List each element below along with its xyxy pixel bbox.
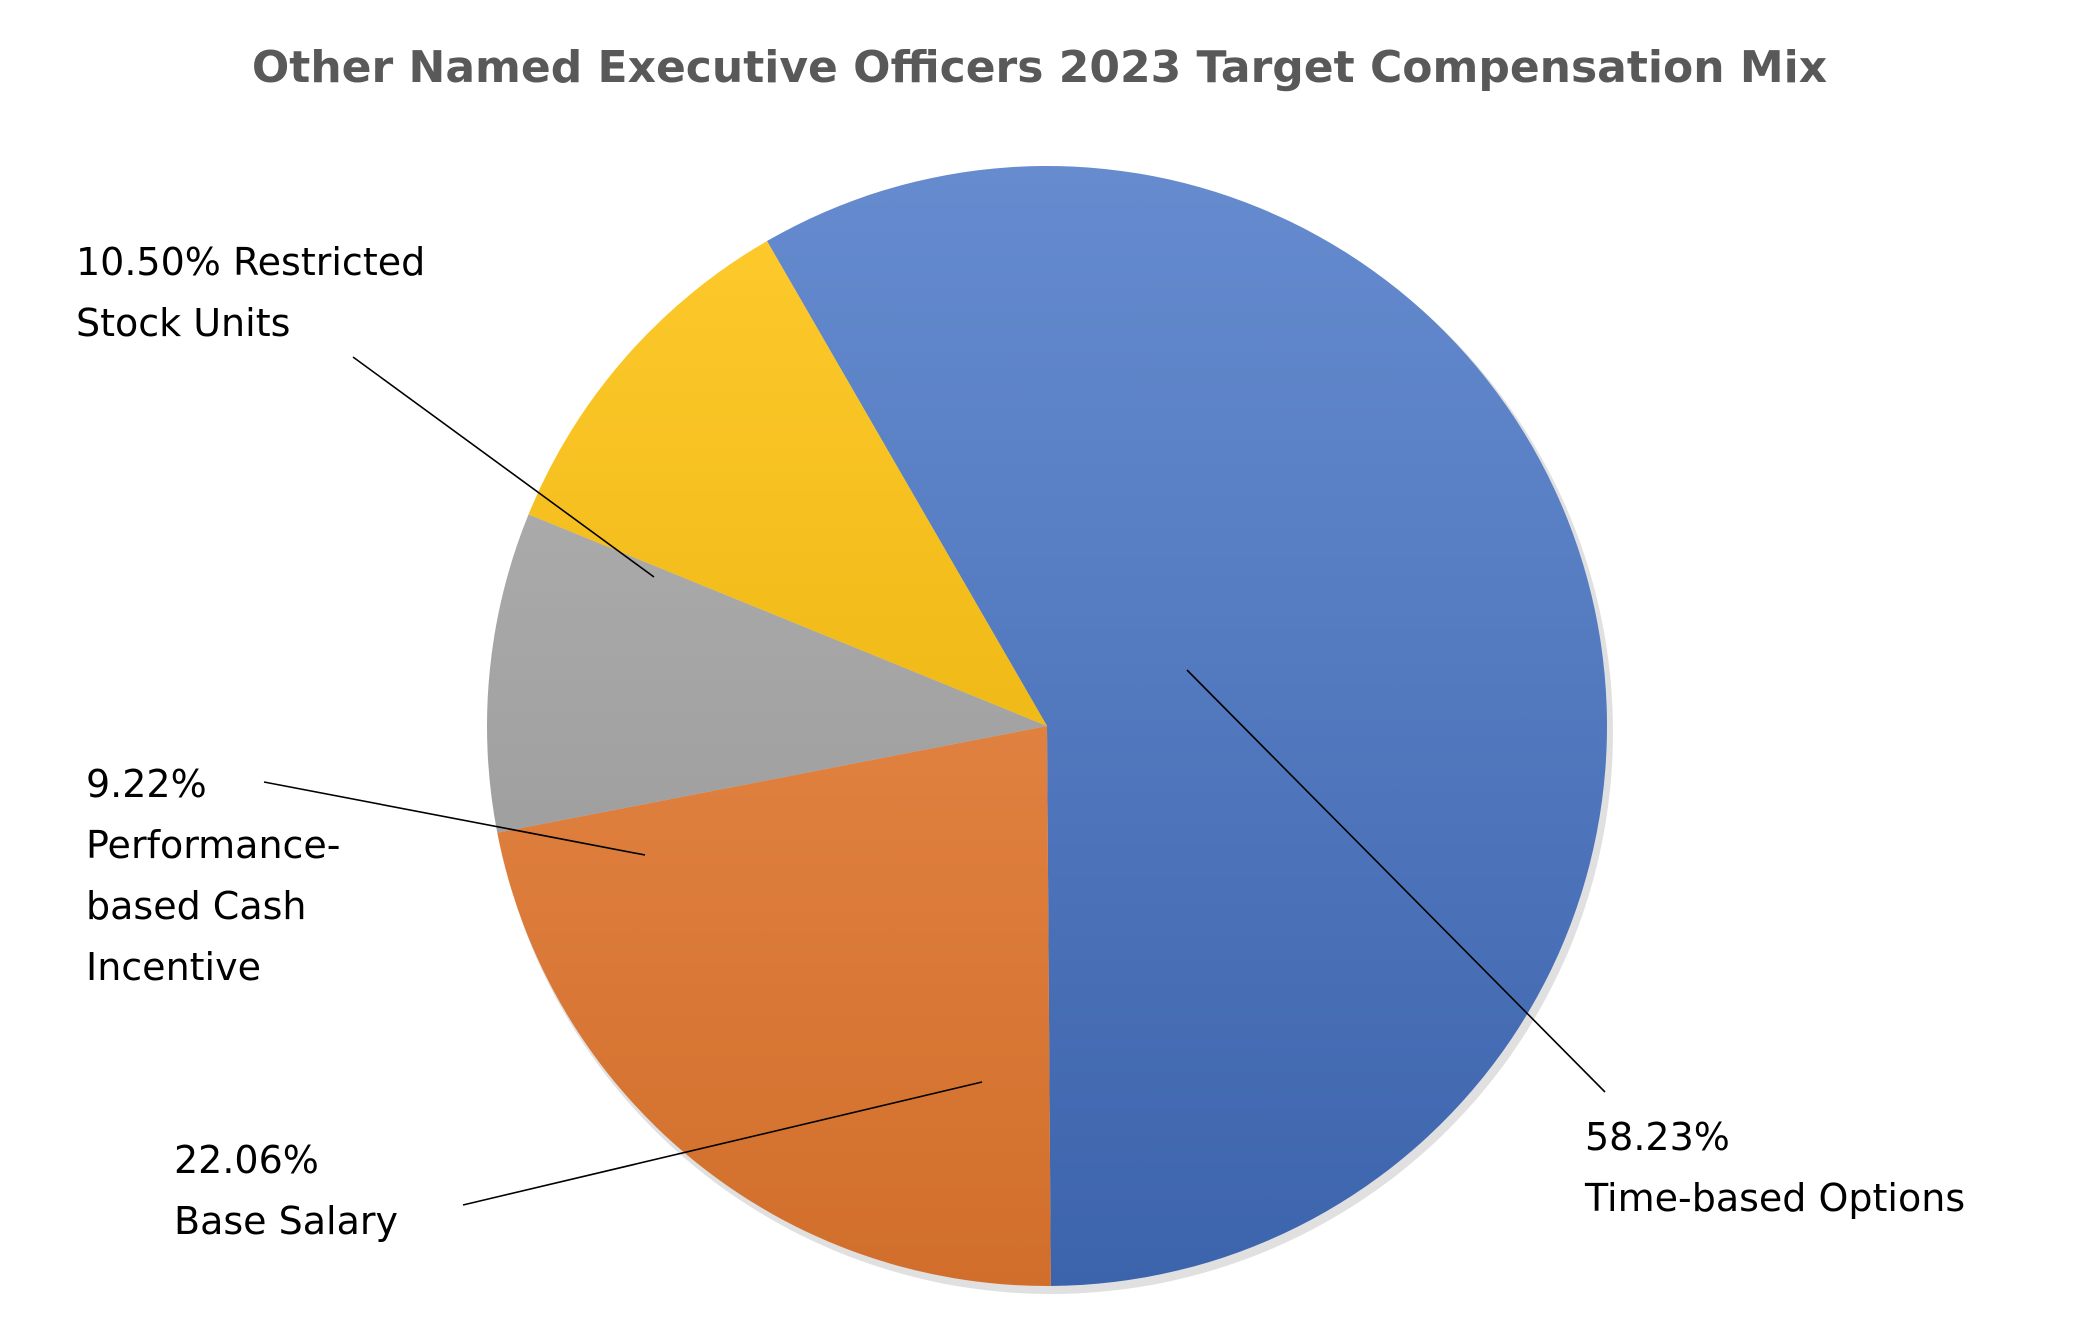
chart-title: Other Named Executive Officers 2023 Targ… xyxy=(251,42,1828,93)
data-label: 22.06% Base Salary xyxy=(174,1138,398,1243)
data-labels: 58.23% Time-based Options 22.06% Base Salar… xyxy=(76,240,1965,1243)
pie-slice-restricted-stock-units xyxy=(528,241,1047,727)
leader-line xyxy=(462,1081,983,1206)
pie-slice-time-based-options xyxy=(767,165,1607,1286)
leader-lines xyxy=(263,356,1606,1206)
data-label-line: based Cash xyxy=(86,884,307,928)
data-label-line: Time-based Options xyxy=(1584,1176,1965,1220)
data-label: 10.50% Restricted Stock Units xyxy=(76,240,425,345)
leader-line xyxy=(352,356,655,578)
data-label-line: 10.50% Restricted xyxy=(76,240,425,284)
data-label-line: Stock Units xyxy=(76,301,290,345)
data-label: 58.23% Time-based Options xyxy=(1584,1115,1965,1220)
data-label-line: Incentive xyxy=(86,945,261,989)
data-label-line: 22.06% xyxy=(174,1138,319,1182)
pie-slice-base-salary xyxy=(497,726,1051,1286)
data-label-line: 9.22% xyxy=(86,762,207,806)
data-label: 9.22% Performance-based Cash Incentive xyxy=(86,762,341,989)
leader-line xyxy=(1186,669,1606,1093)
data-label-line: Performance- xyxy=(86,823,341,867)
leader-line xyxy=(263,781,646,856)
data-label-line: Base Salary xyxy=(174,1199,398,1243)
data-label-line: 58.23% xyxy=(1585,1115,1730,1159)
pie-slices xyxy=(487,165,1613,1294)
pie-slice-performance-based-cash-incentive xyxy=(487,514,1048,833)
